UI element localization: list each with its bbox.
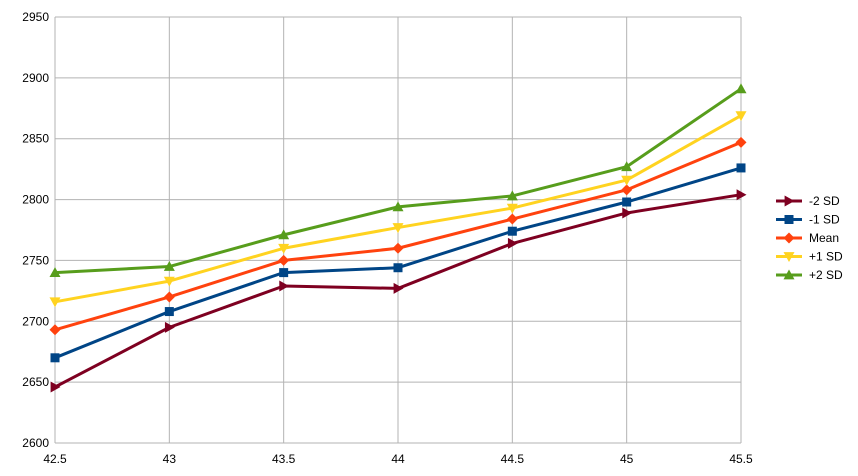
series-2 bbox=[49, 136, 747, 336]
data-point bbox=[735, 111, 747, 122]
data-point bbox=[164, 321, 175, 333]
data-point bbox=[393, 282, 404, 294]
data-point bbox=[164, 307, 174, 317]
legend-item-4: +2 SD bbox=[776, 268, 843, 282]
data-point bbox=[622, 197, 632, 207]
legend-label: Mean bbox=[809, 231, 839, 245]
x-tick-label: 43 bbox=[163, 452, 177, 466]
series-1 bbox=[50, 163, 746, 363]
data-point bbox=[621, 161, 633, 172]
legend: -2 SD -1 SD Mean +1 SD +2 SD bbox=[776, 194, 843, 282]
data-point bbox=[736, 189, 747, 201]
data-point bbox=[393, 263, 403, 273]
series-0 bbox=[50, 189, 747, 393]
data-point bbox=[392, 223, 404, 234]
x-axis-tick-labels: 42.5 43 43.5 44 44.5 45 45.5 bbox=[43, 452, 753, 466]
data-point bbox=[278, 254, 290, 266]
data-point bbox=[622, 207, 633, 219]
data-point bbox=[506, 213, 518, 225]
y-tick-label: 2750 bbox=[22, 253, 49, 267]
x-tick-label: 44.5 bbox=[501, 452, 525, 466]
legend-label: +2 SD bbox=[809, 268, 843, 282]
data-point bbox=[49, 324, 61, 336]
legend-label: -1 SD bbox=[809, 213, 840, 227]
series-3 bbox=[49, 111, 747, 308]
legend-item-1: -1 SD bbox=[776, 213, 840, 227]
legend-marker bbox=[783, 252, 795, 262]
data-point bbox=[49, 297, 61, 308]
x-tick-label: 45.5 bbox=[729, 452, 753, 466]
data-point bbox=[278, 229, 290, 240]
data-point bbox=[278, 243, 290, 254]
x-tick-label: 45 bbox=[620, 452, 634, 466]
data-point bbox=[279, 280, 290, 292]
data-point bbox=[736, 163, 746, 173]
series-4 bbox=[49, 83, 747, 277]
x-tick-label: 44 bbox=[391, 452, 405, 466]
x-tick-label: 43.5 bbox=[272, 452, 296, 466]
y-tick-label: 2600 bbox=[22, 436, 49, 450]
data-point bbox=[50, 381, 61, 393]
data-point bbox=[506, 190, 518, 201]
y-tick-label: 2650 bbox=[22, 375, 49, 389]
data-point bbox=[163, 261, 175, 271]
data-point bbox=[507, 237, 518, 249]
legend-marker bbox=[784, 215, 794, 224]
series-group bbox=[49, 83, 747, 393]
legend-item-3: +1 SD bbox=[776, 250, 843, 264]
data-point bbox=[49, 267, 61, 277]
x-tick-label: 42.5 bbox=[43, 452, 67, 466]
y-tick-label: 2850 bbox=[22, 132, 49, 146]
y-axis-tick-labels: 2600 2650 2700 2750 2800 2850 2900 2950 bbox=[22, 10, 49, 450]
data-point bbox=[507, 226, 517, 236]
data-point bbox=[735, 136, 747, 148]
data-point bbox=[279, 268, 289, 278]
data-point bbox=[50, 353, 60, 363]
data-point bbox=[163, 276, 175, 287]
legend-label: -2 SD bbox=[809, 194, 840, 208]
y-tick-label: 2800 bbox=[22, 193, 49, 207]
data-point bbox=[506, 203, 518, 214]
legend-label: +1 SD bbox=[809, 250, 843, 264]
y-tick-label: 2950 bbox=[22, 10, 49, 24]
legend-item-0: -2 SD bbox=[776, 194, 840, 208]
data-point bbox=[392, 242, 404, 254]
data-point bbox=[735, 83, 747, 94]
y-tick-label: 2700 bbox=[22, 314, 49, 328]
data-point bbox=[621, 184, 633, 196]
data-point bbox=[163, 291, 175, 303]
y-tick-label: 2900 bbox=[22, 71, 49, 85]
legend-marker bbox=[783, 269, 795, 280]
data-point bbox=[392, 201, 404, 212]
legend-item-2: Mean bbox=[776, 231, 839, 245]
legend-marker bbox=[784, 195, 795, 207]
legend-marker bbox=[783, 232, 795, 244]
data-point bbox=[621, 175, 633, 186]
